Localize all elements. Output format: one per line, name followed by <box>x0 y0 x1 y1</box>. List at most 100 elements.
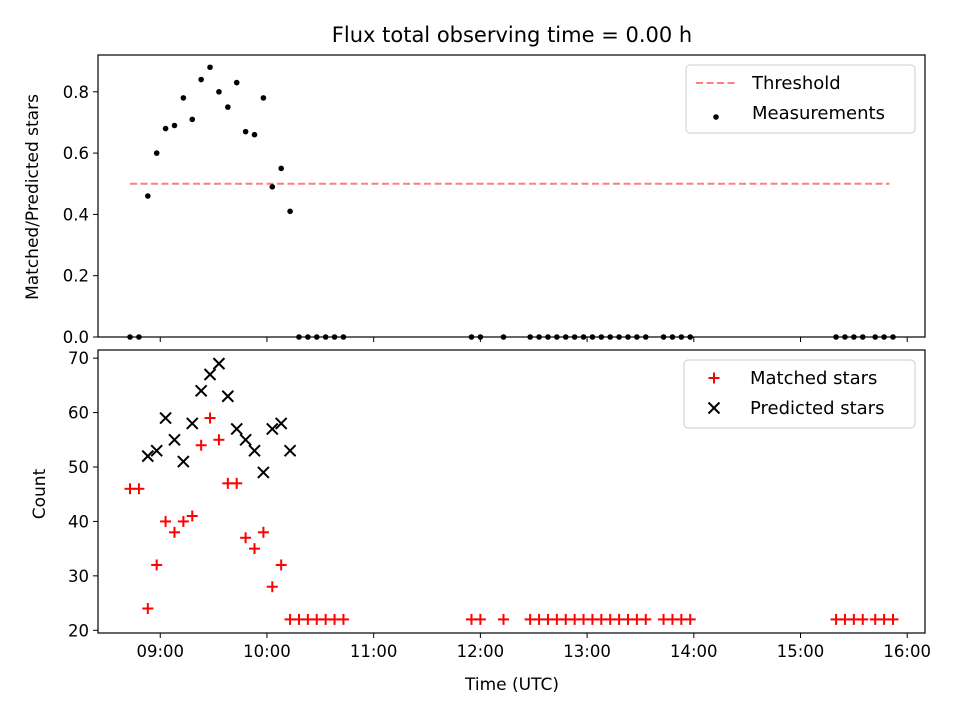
bottom-plot-area <box>124 357 899 625</box>
predicted-star-stroke <box>141 449 155 463</box>
x-tick-label: 15:00 <box>777 642 825 661</box>
predicted-star-stroke <box>239 433 252 447</box>
predicted-star-stroke <box>283 444 297 457</box>
legend-entry: Threshold <box>696 73 841 94</box>
predicted-star-stroke <box>274 417 288 430</box>
chart-title: Flux total observing time = 0.00 h <box>332 23 692 47</box>
matched-star-point <box>231 477 243 489</box>
matched-star-point <box>142 603 154 615</box>
matched-star-point <box>337 613 349 625</box>
bottom-y-tick-label: 50 <box>68 458 89 477</box>
x-tick-label: 16:00 <box>883 642 931 661</box>
top-panel: 0.0 0.2 0.4 0.6 0.8 Threshold Measurements <box>63 54 926 347</box>
measurement-point <box>287 208 293 215</box>
top-y-tick-label: 0.0 <box>63 328 89 347</box>
top-y-tick-label: 0.4 <box>63 205 89 224</box>
predicted-star-point <box>221 390 235 403</box>
bottom-axes-frame <box>97 349 926 634</box>
legend-label: Matched stars <box>750 368 877 389</box>
bottom-y-tick-label: 40 <box>68 512 89 531</box>
bottom-y-tick-label: 70 <box>68 349 89 368</box>
bottom-y-ticks: 20 30 40 50 60 70 <box>68 349 98 640</box>
matched-star-point <box>133 483 145 495</box>
predicted-star-point <box>257 466 270 479</box>
predicted-star-point <box>203 368 217 381</box>
legend-entry: Matched stars <box>708 368 877 389</box>
top-y-tick-label: 0.6 <box>63 144 89 163</box>
legend-entry: Measurements <box>713 103 885 124</box>
measurement-point <box>189 116 196 123</box>
matched-star-point <box>266 581 278 593</box>
matched-star-point <box>204 412 216 424</box>
top-x-ticks <box>159 337 908 342</box>
matched-star-point <box>640 613 652 625</box>
matched-star-point <box>275 559 287 571</box>
bottom-series-predicted-stars <box>141 357 297 479</box>
legend-measurement-swatch <box>713 114 719 120</box>
bottom-legend: Matched stars Predicted stars <box>683 359 916 429</box>
top-axes-frame <box>97 54 926 338</box>
predicted-star-point <box>248 444 261 457</box>
predicted-star-stroke <box>230 422 243 436</box>
bottom-legend-box <box>683 359 916 429</box>
predicted-star-point <box>230 422 243 436</box>
matched-star-point <box>168 526 180 538</box>
x-axis-label: Time (UTC) <box>464 675 559 695</box>
matched-star-point <box>857 613 869 625</box>
matched-star-point <box>249 543 261 555</box>
predicted-star-point <box>150 444 163 457</box>
predicted-star-point <box>194 384 208 398</box>
predicted-star-point <box>141 449 155 463</box>
predicted-star-stroke <box>221 390 235 403</box>
predicted-star-stroke <box>159 411 172 425</box>
measurement-point <box>153 150 160 156</box>
matched-star-point <box>474 613 486 625</box>
matched-star-point <box>151 559 163 571</box>
measurement-point <box>198 76 204 83</box>
top-y-axis-label: Matched/Predicted stars <box>23 94 43 300</box>
top-legend: Threshold Measurements <box>685 64 916 134</box>
matched-star-point <box>240 532 252 544</box>
predicted-star-point <box>177 455 190 468</box>
matched-star-point <box>160 515 172 527</box>
bottom-x-ticks: 09:00 10:00 11:00 12:00 13:00 14:00 15:00 16:00 <box>136 633 931 661</box>
predicted-star-stroke <box>257 466 270 479</box>
bottom-y-tick-label: 30 <box>68 567 89 586</box>
matched-star-point <box>684 613 696 625</box>
predicted-star-stroke <box>177 455 190 468</box>
predicted-star-stroke <box>150 444 163 457</box>
measurement-point <box>144 193 151 199</box>
predicted-star-point <box>274 417 288 430</box>
matched-star-point <box>887 613 899 625</box>
predicted-star-point <box>239 433 252 447</box>
measurement-point <box>260 95 267 101</box>
top-y-tick-label: 0.8 <box>63 83 89 102</box>
x-tick-label: 14:00 <box>670 642 718 661</box>
predicted-star-stroke <box>186 417 199 430</box>
x-tick-label: 11:00 <box>350 642 398 661</box>
predicted-star-point <box>283 444 297 457</box>
predicted-star-stroke <box>203 368 217 381</box>
legend-entry: Predicted stars <box>707 398 884 419</box>
predicted-star-point <box>212 357 226 370</box>
predicted-star-point <box>186 417 199 430</box>
measurement-point <box>233 79 240 86</box>
bottom-y-tick-label: 60 <box>68 404 89 423</box>
legend-predicted-swatch <box>707 401 721 415</box>
predicted-star-point <box>266 422 279 436</box>
measurement-point <box>278 165 284 172</box>
measurement-point <box>269 184 276 190</box>
measurement-point <box>251 131 258 138</box>
legend-label: Measurements <box>752 103 885 124</box>
x-tick-label: 09:00 <box>136 642 184 661</box>
x-tick-label: 10:00 <box>243 642 291 661</box>
matched-star-point <box>177 515 189 527</box>
legend-label: Predicted stars <box>750 398 884 419</box>
bottom-y-tick-label: 20 <box>68 621 89 640</box>
matched-star-point <box>257 526 269 538</box>
measurement-point <box>225 104 231 110</box>
measurement-point <box>171 122 178 129</box>
bottom-panel: 20 30 40 50 60 70 09:00 10:00 11:00 12:00 13:00 14:… <box>68 349 931 661</box>
predicted-star-stroke <box>194 384 208 398</box>
